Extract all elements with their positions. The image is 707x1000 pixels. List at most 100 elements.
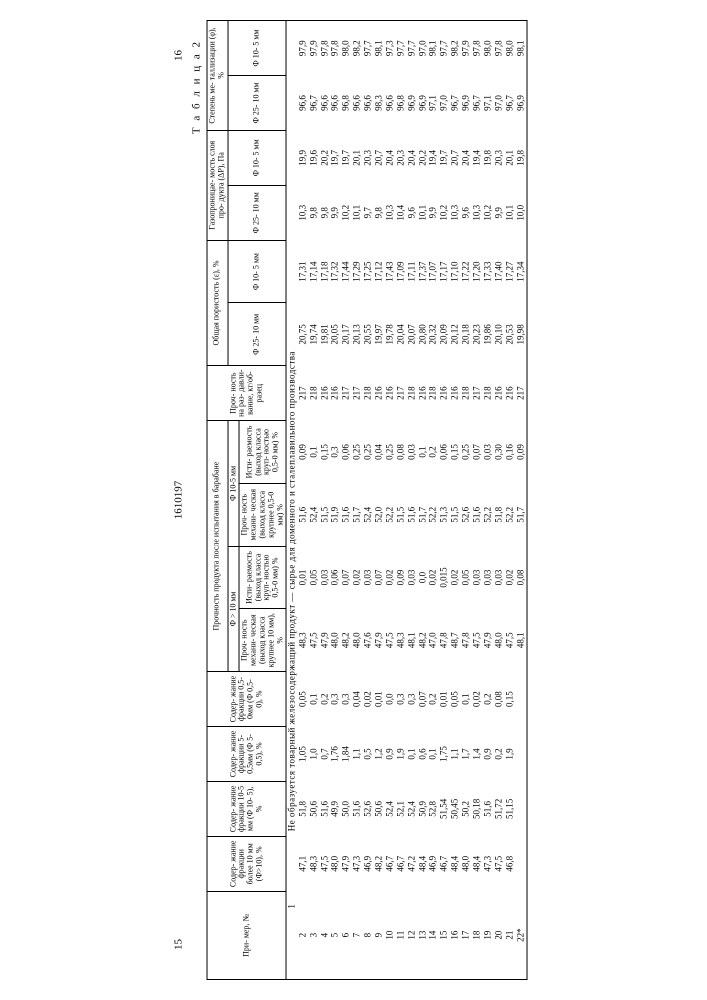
cell: 216 (330, 366, 341, 421)
cell: 47,3 (352, 836, 363, 891)
cell: 9,7 (363, 185, 374, 240)
cell: 0,08 (396, 421, 407, 484)
cell: 51,7 (418, 483, 429, 546)
cell: 52,4 (407, 781, 418, 836)
cell: 52,1 (396, 781, 407, 836)
cell: 0,2 (428, 672, 439, 727)
cell: 20,3 (363, 130, 374, 185)
cell: 20,1 (505, 130, 516, 185)
table-body: 1Не образуется товарный железосодержащий… (286, 21, 527, 980)
cell: 20,18 (461, 303, 472, 366)
cell: 19,98 (516, 303, 527, 366)
cell: 0,25 (385, 421, 396, 484)
cell: 0,2 (428, 421, 439, 484)
cell: 0,06 (330, 546, 341, 609)
cell: 19,74 (309, 303, 320, 366)
col-crush: Проч- ность на раз- давли- вание, кг/об-… (207, 366, 286, 421)
cell: 0,1 (309, 421, 320, 484)
cell: 20,17 (341, 303, 352, 366)
cell: 51,5 (450, 483, 461, 546)
cell: 0,02 (352, 546, 363, 609)
cell: 19,8 (516, 130, 527, 185)
col-sg-a: Ф > 10 мм (228, 546, 240, 672)
table-row: 447,551,60,70,247,90,0351,50,1521619,811… (320, 21, 331, 980)
cell: 0,2 (483, 672, 494, 727)
cell: 96,6 (330, 76, 341, 131)
cell: 9,6 (461, 185, 472, 240)
cell: 97,8 (494, 21, 505, 76)
cell: 98,3 (374, 76, 385, 131)
cell: 20,75 (298, 303, 309, 366)
cell: 9,8 (320, 185, 331, 240)
cell: 47,5 (385, 609, 396, 672)
cell: 17,20 (472, 240, 483, 303)
cell: 10,4 (396, 185, 407, 240)
col-gas-a: Ф 25- 10 мм (228, 185, 287, 240)
cell: 48,1 (516, 609, 527, 672)
col-gas-group: Газопроницае- мость слоя про- дукта (ΔP)… (207, 130, 228, 240)
cell: 0,1 (461, 672, 472, 727)
cell: 47,5 (320, 836, 331, 891)
cell: 0,08 (494, 672, 505, 727)
cell: 218 (428, 366, 439, 421)
cell: 47,8 (439, 609, 450, 672)
cell: 9,9 (428, 185, 439, 240)
cell: 47,9 (374, 609, 385, 672)
cell: 0,03 (407, 421, 418, 484)
cell: 17,29 (352, 240, 363, 303)
cell: 47,2 (407, 836, 418, 891)
table-row: 747,351,61,10,0448,00,0251,70,2521720,13… (352, 21, 363, 980)
cell: 0,0 (385, 672, 396, 727)
cell: 17,43 (385, 240, 396, 303)
cell (516, 727, 527, 782)
cell: 13 (418, 891, 429, 979)
cell (516, 836, 527, 891)
cell: 97,7 (407, 21, 418, 76)
cell: 17,44 (341, 240, 352, 303)
cell: 20,12 (450, 303, 461, 366)
cell: 1,9 (505, 727, 516, 782)
cell: 216 (494, 366, 505, 421)
cell: 0,08 (516, 546, 527, 609)
data-table: При- мер, № Содер- жание фракции более 1… (207, 20, 528, 980)
cell: 97,7 (439, 21, 450, 76)
col-f10-5: Содер- жание фракции 10-5 мм (Ф 10- 5), … (207, 781, 286, 836)
cell: 217 (396, 366, 407, 421)
cell: 9,9 (494, 185, 505, 240)
cell: 48,4 (472, 836, 483, 891)
cell: 0,1 (407, 727, 418, 782)
cell: 52,8 (428, 781, 439, 836)
cell: 0,09 (396, 546, 407, 609)
cell: 1,05 (298, 727, 309, 782)
cell: 1,4 (472, 727, 483, 782)
cell: 47,8 (461, 609, 472, 672)
cell: 51,6 (407, 483, 418, 546)
cell: 17 (461, 891, 472, 979)
cell: 0,09 (298, 421, 309, 484)
cell-span-note: Не образуется товарный железосодержащий … (286, 21, 297, 892)
cell: 10,2 (439, 185, 450, 240)
cell: 50,9 (418, 781, 429, 836)
cell (516, 781, 527, 836)
cell: 0,03 (494, 546, 505, 609)
cell: 0,04 (352, 672, 363, 727)
cell: 96,6 (363, 76, 374, 131)
col-strength-group: Прочность продукта после испытания в бар… (207, 421, 228, 672)
cell: 98,0 (505, 21, 516, 76)
cell: 17,25 (363, 240, 374, 303)
table-row: 1947,351,60,90,247,90,0352,20,0321819,86… (483, 21, 494, 980)
cell: 98,1 (516, 21, 527, 76)
cell: 10,1 (505, 185, 516, 240)
cell: 97,9 (309, 21, 320, 76)
cell: 216 (320, 366, 331, 421)
cell: 0,1 (309, 672, 320, 727)
cell: 17,17 (439, 240, 450, 303)
cell: 0,25 (363, 421, 374, 484)
cell-example: 1 (286, 891, 297, 979)
cell: 19,7 (341, 130, 352, 185)
cell: 46,7 (439, 836, 450, 891)
cell: 46,7 (396, 836, 407, 891)
cell: 52,4 (385, 781, 396, 836)
cell: 0,9 (385, 727, 396, 782)
cell: 47,5 (494, 836, 505, 891)
